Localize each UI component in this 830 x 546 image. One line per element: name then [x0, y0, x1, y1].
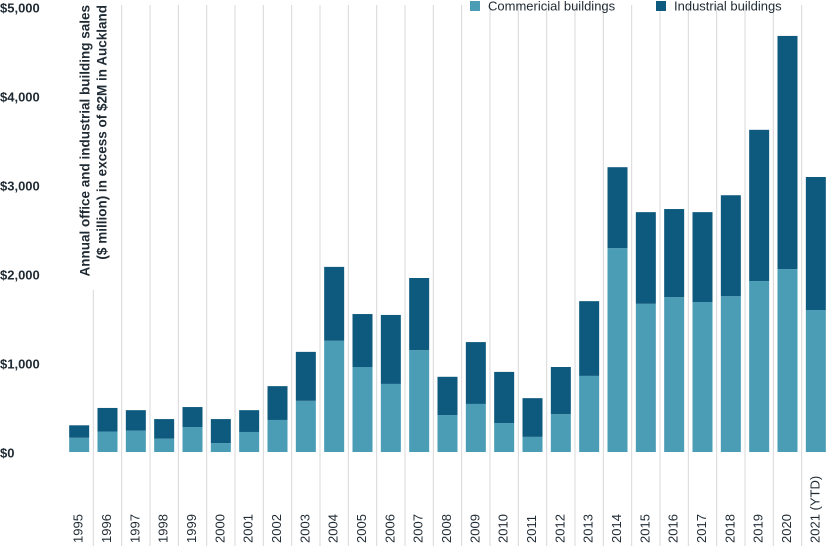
y-axis-label: ($ million) in excess of $2M in Auckland — [95, 5, 110, 260]
bar-segment — [154, 438, 175, 452]
y-tick-label: $4,000 — [0, 89, 40, 104]
bar-segment — [97, 407, 118, 432]
bar-segment — [805, 176, 826, 311]
x-tick-label: 2020 — [779, 514, 794, 543]
bar-segment — [579, 375, 600, 452]
bar-segment — [465, 342, 486, 404]
y-tick-label: $1,000 — [0, 356, 40, 371]
x-tick-label: 2010 — [496, 514, 511, 543]
bar-segment — [352, 314, 373, 368]
x-tick-label: 2004 — [326, 514, 341, 543]
x-tick-label: 2013 — [581, 514, 596, 543]
bar-segment — [125, 430, 146, 452]
x-tick-label: 2006 — [382, 514, 397, 543]
bar-segment — [267, 386, 288, 420]
x-tick-label: 2014 — [609, 514, 624, 543]
x-tick-label: 2001 — [241, 514, 256, 543]
bar-segment — [210, 443, 231, 452]
legend-label: Commericial buildings — [488, 0, 616, 13]
y-tick-label: $2,000 — [0, 267, 40, 282]
y-tick-label: $0 — [0, 445, 14, 460]
bar-segment — [494, 423, 515, 452]
bar-segment — [692, 302, 713, 452]
x-tick-label: 2003 — [297, 514, 312, 543]
y-axis-label: Annual office and industrial building sa… — [78, 5, 93, 277]
bar-segment — [437, 376, 458, 416]
x-tick-label: 1995 — [71, 514, 86, 543]
bar-segment — [749, 281, 770, 452]
bar-segment — [267, 419, 288, 452]
bar-segment — [664, 209, 685, 298]
x-tick-label: 2007 — [411, 514, 426, 543]
bar-segment — [97, 431, 118, 452]
legend-label: Industrial buildings — [674, 0, 782, 13]
x-tick-label: 2002 — [269, 514, 284, 543]
y-tick-label: $5,000 — [0, 0, 40, 15]
x-tick-label: 2019 — [751, 514, 766, 543]
bar-segment — [324, 266, 345, 341]
bar-segment — [295, 351, 316, 401]
bar-segment — [324, 340, 345, 452]
bar-segment — [494, 371, 515, 424]
x-tick-label: 2005 — [354, 514, 369, 543]
bar-segment — [409, 278, 430, 351]
bar-segment — [154, 419, 175, 439]
x-tick-label: 2015 — [637, 514, 652, 543]
bar-segment — [777, 269, 798, 452]
bar-segment — [69, 437, 90, 452]
bar-segment — [550, 414, 571, 452]
x-tick-label: 1996 — [99, 514, 114, 543]
x-tick-label: 2016 — [666, 514, 681, 543]
bar-segment — [550, 367, 571, 415]
bar-segment — [777, 35, 798, 270]
bar-segment — [607, 248, 628, 452]
x-tick-label: 2017 — [694, 514, 709, 543]
legend-swatch — [656, 1, 666, 11]
x-tick-label: 2009 — [467, 514, 482, 543]
x-tick-label: 2000 — [212, 514, 227, 543]
bar-segment — [522, 436, 543, 452]
bar-segment — [352, 367, 373, 452]
bar-segment — [182, 407, 203, 428]
y-tick-label: $3,000 — [0, 178, 40, 193]
bar-segment — [692, 212, 713, 303]
bar-segment — [720, 296, 741, 452]
x-tick-label: 2018 — [722, 514, 737, 543]
bar-segment — [749, 129, 770, 282]
bar-segment — [239, 410, 260, 432]
bar-segment — [210, 419, 231, 444]
bar-segment — [522, 398, 543, 437]
bar-segment — [409, 350, 430, 452]
legend-swatch — [470, 1, 480, 11]
x-tick-label: 2012 — [552, 514, 567, 543]
x-tick-label: 1997 — [127, 514, 142, 543]
bar-segment — [69, 425, 90, 438]
bar-segment — [664, 297, 685, 452]
bar-segment — [635, 303, 656, 452]
bar-segment — [380, 314, 401, 384]
bar-segment — [720, 195, 741, 297]
bar-segment — [295, 400, 316, 452]
bar-segment — [465, 403, 486, 452]
bar-segment — [437, 415, 458, 452]
bar-segment — [579, 301, 600, 376]
bar-segment — [805, 310, 826, 452]
x-tick-label: 1999 — [184, 514, 199, 543]
x-tick-label: 2008 — [439, 514, 454, 543]
bar-segment — [607, 167, 628, 249]
bar-segment — [239, 431, 260, 452]
bar-segment — [635, 212, 656, 304]
x-tick-label: 2021 (YTD) — [807, 476, 822, 543]
x-tick-label: 1998 — [156, 514, 171, 543]
bar-segment — [125, 410, 146, 431]
bar-segment — [182, 427, 203, 452]
bar-segment — [380, 383, 401, 452]
x-tick-label: 2011 — [524, 515, 539, 543]
